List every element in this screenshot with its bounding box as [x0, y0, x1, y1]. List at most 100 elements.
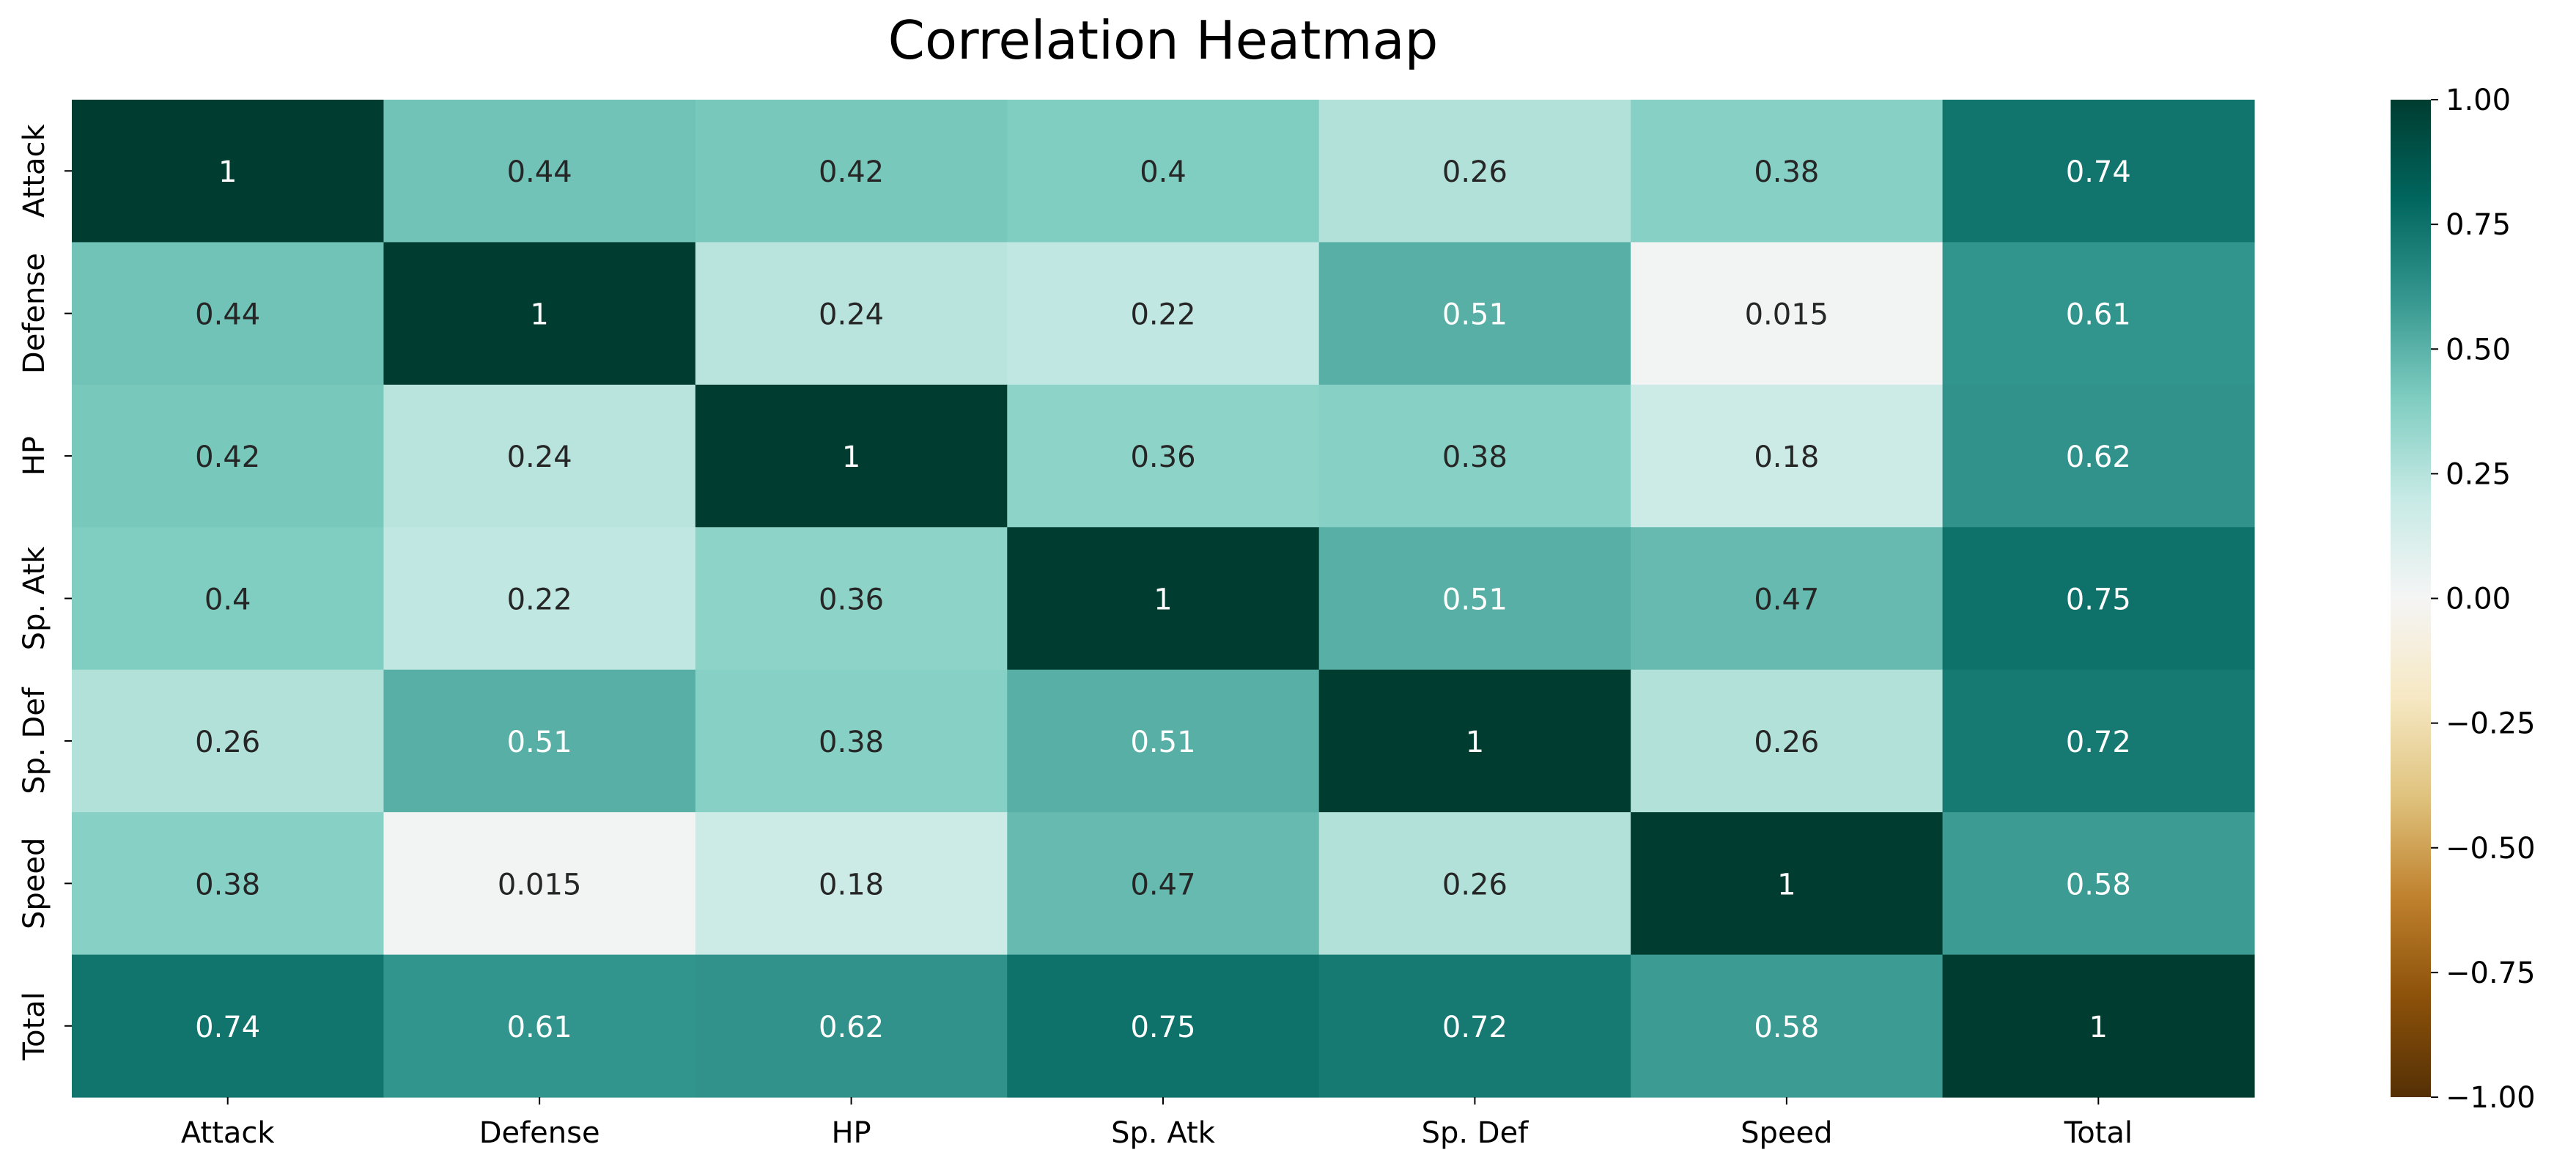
cell-value-label: 0.44: [195, 298, 260, 332]
colorbar-gradient: [2391, 100, 2431, 1097]
heatmap-cell: [72, 527, 385, 671]
heatmap-cell: [1942, 384, 2255, 528]
cell-value-label: 0.36: [1130, 440, 1195, 474]
heatmap-cell: [72, 954, 385, 1098]
cell-value-label: 0.24: [819, 298, 884, 332]
cell-value-label: 0.72: [2066, 726, 2131, 759]
heatmap-cell: [1007, 100, 1320, 243]
heatmap-cell: [695, 669, 1008, 813]
cell-value-label: 0.74: [2066, 155, 2131, 189]
cell-value-label: 0.75: [1130, 1011, 1195, 1044]
heatmap-cell: [1942, 954, 2255, 1098]
colorbar-tick-label: 0.75: [2446, 208, 2511, 242]
cell-value-label: 0.58: [2066, 868, 2131, 901]
colorbar-tick-label: 0.25: [2446, 457, 2511, 491]
x-tick-label: HP: [831, 1116, 871, 1150]
cell-value-label: 0.62: [2066, 440, 2131, 474]
cell-value-label: 0.36: [819, 583, 884, 617]
x-tick-label: Attack: [181, 1116, 276, 1150]
y-tick-label: Speed: [18, 838, 51, 929]
heatmap-cell: [1942, 242, 2255, 386]
heatmap-cell: [695, 384, 1008, 528]
colorbar-tick-label: −0.25: [2446, 707, 2536, 741]
heatmap-cell: [1318, 242, 1631, 386]
cell-value-label: 1: [2089, 1011, 2108, 1044]
cell-value-label: 0.61: [2066, 298, 2131, 332]
cell-value-label: 0.015: [498, 868, 582, 901]
heatmap-cell: [72, 100, 385, 243]
cell-value-label: 0.26: [195, 726, 260, 759]
heatmap-cell: [72, 242, 385, 386]
cell-value-label: 0.51: [507, 726, 572, 759]
cell-value-label: 0.72: [1442, 1011, 1507, 1044]
heatmap-cell: [1318, 954, 1631, 1098]
cell-value-label: 0.22: [507, 583, 572, 617]
heatmap-cell: [72, 812, 385, 956]
x-axis: Attack Defense HP Sp. Atk Sp. Def Speed Total: [181, 1097, 2133, 1150]
x-tick-label: Defense: [479, 1116, 600, 1150]
heatmap-cell: [695, 954, 1008, 1098]
cell-value-label: 0.26: [1754, 726, 1819, 759]
heatmap-cell: [1007, 384, 1320, 528]
heatmap-cell: [72, 384, 385, 528]
cell-value-label: 0.26: [1442, 155, 1507, 189]
y-tick-label: Attack: [18, 124, 51, 218]
colorbar-tick-label: −0.50: [2446, 832, 2536, 866]
colorbar-tick-label: −1.00: [2446, 1081, 2536, 1115]
heatmap-cell: [383, 527, 696, 671]
heatmap-cell: [1318, 669, 1631, 813]
heatmap-cell: [1318, 812, 1631, 956]
heatmap-cell: [1007, 812, 1320, 956]
cell-value-label: 0.58: [1754, 1011, 1819, 1044]
y-axis: Attack Defense HP Sp. Atk Sp. Def Speed Total: [18, 124, 72, 1061]
cell-value-label: 1: [1154, 583, 1172, 617]
chart-title: Correlation Heatmap: [888, 10, 1439, 71]
heatmap-cell: [383, 812, 696, 956]
cell-value-label: 0.38: [195, 868, 260, 901]
x-tick-label: Total: [2064, 1116, 2133, 1150]
heatmap-cell: [1007, 669, 1320, 813]
cell-value-label: 0.38: [819, 726, 884, 759]
y-tick-label: Defense: [18, 253, 51, 374]
heatmap-cell: [695, 812, 1008, 956]
heatmap-cell: [1631, 384, 1944, 528]
colorbar-tick-label: −0.75: [2446, 956, 2536, 990]
cell-value-label: 1: [842, 440, 860, 474]
x-tick-label: Sp. Def: [1422, 1116, 1529, 1150]
heatmap-cell: [1007, 242, 1320, 386]
x-tick-label: Speed: [1741, 1116, 1832, 1150]
cell-value-label: 0.74: [195, 1011, 260, 1044]
cell-value-label: 0.18: [819, 868, 884, 901]
heatmap-cell: [383, 384, 696, 528]
heatmap-cell: [1631, 954, 1944, 1098]
heatmap-cell: [1942, 100, 2255, 243]
cell-value-label: 0.26: [1442, 868, 1507, 901]
heatmap-cell: [1318, 384, 1631, 528]
heatmap-cell: [1942, 669, 2255, 813]
heatmap-cell: [1631, 242, 1944, 386]
heatmap-cell: [1631, 669, 1944, 813]
heatmap-cell: [1007, 954, 1320, 1098]
cell-value-label: 0.22: [1130, 298, 1195, 332]
cell-value-label: 1: [218, 155, 237, 189]
y-tick-label: HP: [18, 436, 51, 476]
x-tick-label: Sp. Atk: [1111, 1116, 1216, 1150]
colorbar-tick-label: 0.00: [2446, 583, 2511, 616]
heatmap-cell: [695, 527, 1008, 671]
cell-value-label: 1: [1466, 726, 1484, 759]
cell-value-label: 0.47: [1754, 583, 1819, 617]
heatmap-cell: [383, 954, 696, 1098]
colorbar-tick-label: 1.00: [2446, 84, 2511, 117]
heatmap-cell: [1631, 100, 1944, 243]
y-tick-label: Sp. Def: [18, 687, 51, 794]
heatmap-cell: [383, 669, 696, 813]
cell-value-label: 0.75: [2066, 583, 2131, 617]
cell-value-label: 0.44: [507, 155, 572, 189]
cell-value-label: 0.51: [1442, 298, 1507, 332]
colorbar-tick-label: 0.50: [2446, 333, 2511, 366]
heatmap-cell: [1942, 812, 2255, 956]
heatmap-cell: [695, 100, 1008, 243]
cell-value-label: 0.38: [1442, 440, 1507, 474]
